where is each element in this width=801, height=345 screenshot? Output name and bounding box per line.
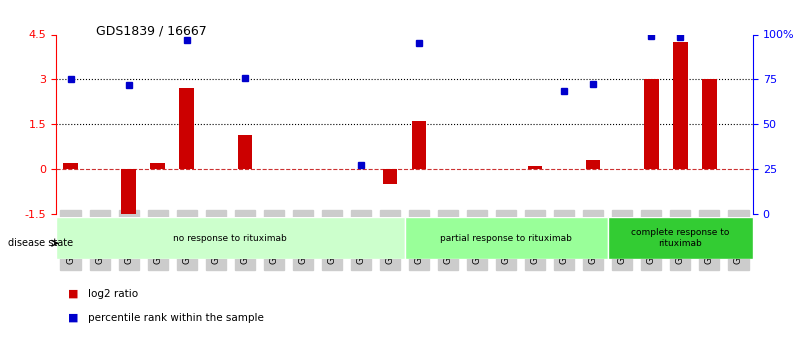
Text: disease state: disease state	[8, 238, 73, 248]
Bar	[383, 169, 397, 184]
Text: partial response to rituximab: partial response to rituximab	[441, 234, 572, 243]
Bar	[702, 79, 717, 169]
FancyBboxPatch shape	[56, 217, 405, 259]
Text: log2 ratio: log2 ratio	[88, 289, 139, 299]
Text: percentile rank within the sample: percentile rank within the sample	[88, 313, 264, 323]
Bar	[63, 163, 78, 169]
Text: no response to rituximab: no response to rituximab	[173, 234, 288, 243]
Text: ■: ■	[68, 313, 78, 323]
Bar	[122, 169, 136, 215]
Bar	[151, 163, 165, 169]
Bar	[238, 135, 252, 169]
Bar	[412, 121, 426, 169]
Text: GDS1839 / 16667: GDS1839 / 16667	[96, 24, 207, 37]
Bar	[179, 88, 194, 169]
Bar	[673, 42, 687, 169]
Bar	[644, 79, 658, 169]
Bar	[586, 160, 601, 169]
FancyBboxPatch shape	[405, 217, 608, 259]
Text: complete response to
rituximab: complete response to rituximab	[631, 228, 730, 248]
FancyBboxPatch shape	[608, 217, 753, 259]
Bar	[528, 166, 542, 169]
Text: ■: ■	[68, 289, 78, 299]
